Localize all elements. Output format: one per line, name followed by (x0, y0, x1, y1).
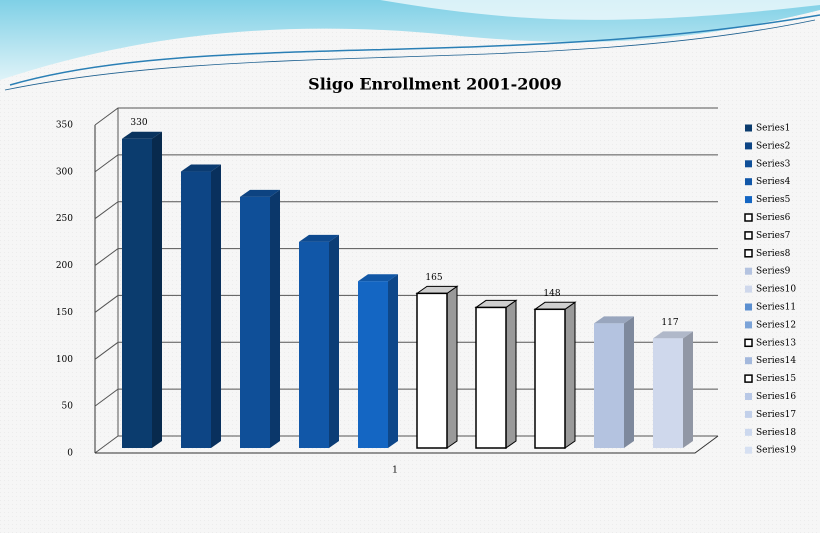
bar-side (683, 331, 693, 448)
bar (417, 293, 447, 448)
data-label: 330 (130, 118, 147, 128)
data-label: 165 (425, 273, 442, 283)
legend-swatch (745, 411, 752, 418)
legend-swatch (745, 142, 752, 149)
legend-swatch (745, 232, 752, 239)
bar (240, 197, 270, 448)
y-tick-label: 350 (56, 121, 73, 131)
bar (122, 139, 152, 448)
legend-label: Series9 (756, 267, 791, 277)
bar-side (270, 190, 280, 448)
legend-label: Series14 (756, 356, 796, 366)
legend-label: Series2 (756, 141, 790, 151)
legend-label: Series18 (756, 428, 796, 438)
y-tick-label: 200 (56, 261, 73, 271)
bar-side (624, 316, 634, 448)
legend-swatch (745, 268, 752, 275)
legend-swatch (745, 429, 752, 436)
legend-swatch (745, 357, 752, 364)
legend-label: Series5 (756, 195, 791, 205)
legend-label: Series16 (756, 392, 796, 402)
legend-swatch (745, 447, 752, 454)
x-tick-label: 1 (392, 466, 398, 476)
legend-label: Series7 (756, 231, 791, 241)
bar-side (152, 132, 162, 448)
legend-swatch (745, 286, 752, 293)
legend-label: Series4 (756, 177, 791, 187)
legend-swatch (745, 125, 752, 132)
legend-swatch (745, 250, 752, 257)
legend-label: Series15 (756, 374, 796, 384)
legend-label: Series13 (756, 338, 796, 348)
legend-swatch (745, 178, 752, 185)
legend-swatch (745, 160, 752, 167)
legend-swatch (745, 393, 752, 400)
bar (535, 309, 565, 448)
y-tick-label: 150 (56, 308, 73, 318)
bar-side (329, 235, 339, 448)
bar (653, 338, 683, 448)
bar-side (565, 302, 575, 448)
chart-title: Sligo Enrollment 2001-2009 (308, 75, 562, 94)
data-label: 148 (543, 289, 560, 299)
legend-label: Series10 (756, 285, 796, 295)
legend-swatch (745, 196, 752, 203)
legend-label: Series6 (756, 213, 791, 223)
data-label: 117 (661, 318, 678, 328)
bar-side (211, 165, 221, 448)
bar-side (506, 300, 516, 448)
legend-label: Series19 (756, 446, 796, 456)
y-tick-label: 0 (67, 449, 73, 459)
bar (594, 323, 624, 448)
legend-label: Series17 (756, 410, 796, 420)
y-tick-label: 100 (56, 355, 73, 365)
bar (299, 242, 329, 448)
legend-swatch (745, 321, 752, 328)
legend-swatch (745, 214, 752, 221)
bar-side (388, 274, 398, 448)
legend-label: Series3 (756, 159, 791, 169)
legend-swatch (745, 304, 752, 311)
bar (476, 307, 506, 448)
y-tick-label: 50 (62, 402, 74, 412)
y-tick-label: 300 (56, 167, 73, 177)
chart: Sligo Enrollment 2001-2009 0 50 100 150 200 2… (0, 0, 820, 533)
bar (358, 281, 388, 448)
legend-label: Series12 (756, 320, 796, 330)
legend-label: Series11 (756, 303, 796, 313)
bar-side (447, 286, 457, 448)
legend-swatch (745, 375, 752, 382)
legend-swatch (745, 339, 752, 346)
legend-label: Series1 (756, 124, 790, 134)
bar (181, 172, 211, 448)
y-tick-label: 250 (56, 214, 73, 224)
legend-label: Series8 (756, 249, 791, 259)
